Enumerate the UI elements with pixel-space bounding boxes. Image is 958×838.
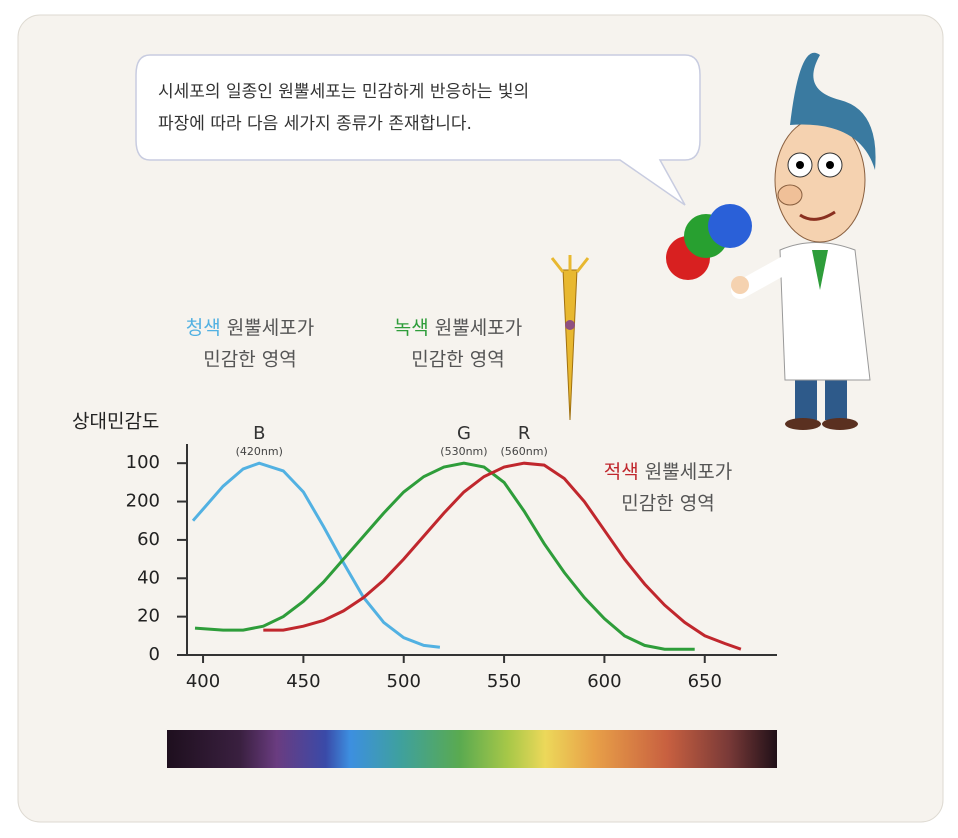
x-tick-label: 650	[688, 671, 722, 692]
y-tick-label: 40	[137, 567, 160, 588]
speech-bubble	[135, 54, 701, 206]
series-name: R	[518, 423, 531, 444]
series-name: G	[457, 423, 471, 444]
y-tick-label: 100	[126, 452, 160, 473]
bubble-text: 파장에 따라 다음 세가지 종류가 존재합니다.	[158, 114, 472, 134]
series-name: B	[253, 423, 265, 444]
region-rest: 원뿔세포가	[645, 461, 732, 483]
cone-cell	[550, 255, 590, 421]
region-rest: 원뿔세포가	[435, 317, 522, 339]
y-tick-label: 0	[149, 644, 160, 665]
region-label-line2: 민감한 영역	[621, 493, 714, 515]
y-tick-label: 20	[137, 606, 160, 627]
region-label: 적색 원뿔세포가	[604, 461, 732, 483]
doctor	[666, 52, 876, 430]
region-color-word: 청색	[186, 317, 221, 339]
line-series	[191, 461, 441, 649]
x-tick-label: 450	[286, 671, 320, 692]
peak-label: (530nm)	[440, 445, 487, 458]
y-tick-label: 60	[137, 529, 160, 550]
region-label-line2: 민감한 영역	[203, 349, 296, 371]
region-rest: 원뿔세포가	[227, 317, 314, 339]
y-tick-label: 200	[126, 491, 160, 512]
line-series	[194, 461, 695, 651]
x-tick-label: 500	[387, 671, 421, 692]
peak-label: (560nm)	[501, 445, 548, 458]
spectrum-bar	[167, 730, 777, 768]
region-label: 녹색 원뿔세포가	[394, 317, 522, 339]
region-color-word: 적색	[604, 461, 639, 483]
region-color-word: 녹색	[394, 317, 429, 339]
line-series	[263, 461, 742, 651]
y-axis-label: 상대민감도	[72, 411, 159, 433]
region-label: 청색 원뿔세포가	[186, 317, 314, 339]
peak-label: (420nm)	[236, 445, 283, 458]
region-label-line2: 민감한 영역	[411, 349, 504, 371]
bubble-text: 시세포의 일종인 원뿔세포는 민감하게 반응하는 빛의	[158, 82, 529, 102]
x-tick-label: 600	[587, 671, 621, 692]
x-tick-label: 400	[186, 671, 220, 692]
x-tick-label: 550	[487, 671, 521, 692]
